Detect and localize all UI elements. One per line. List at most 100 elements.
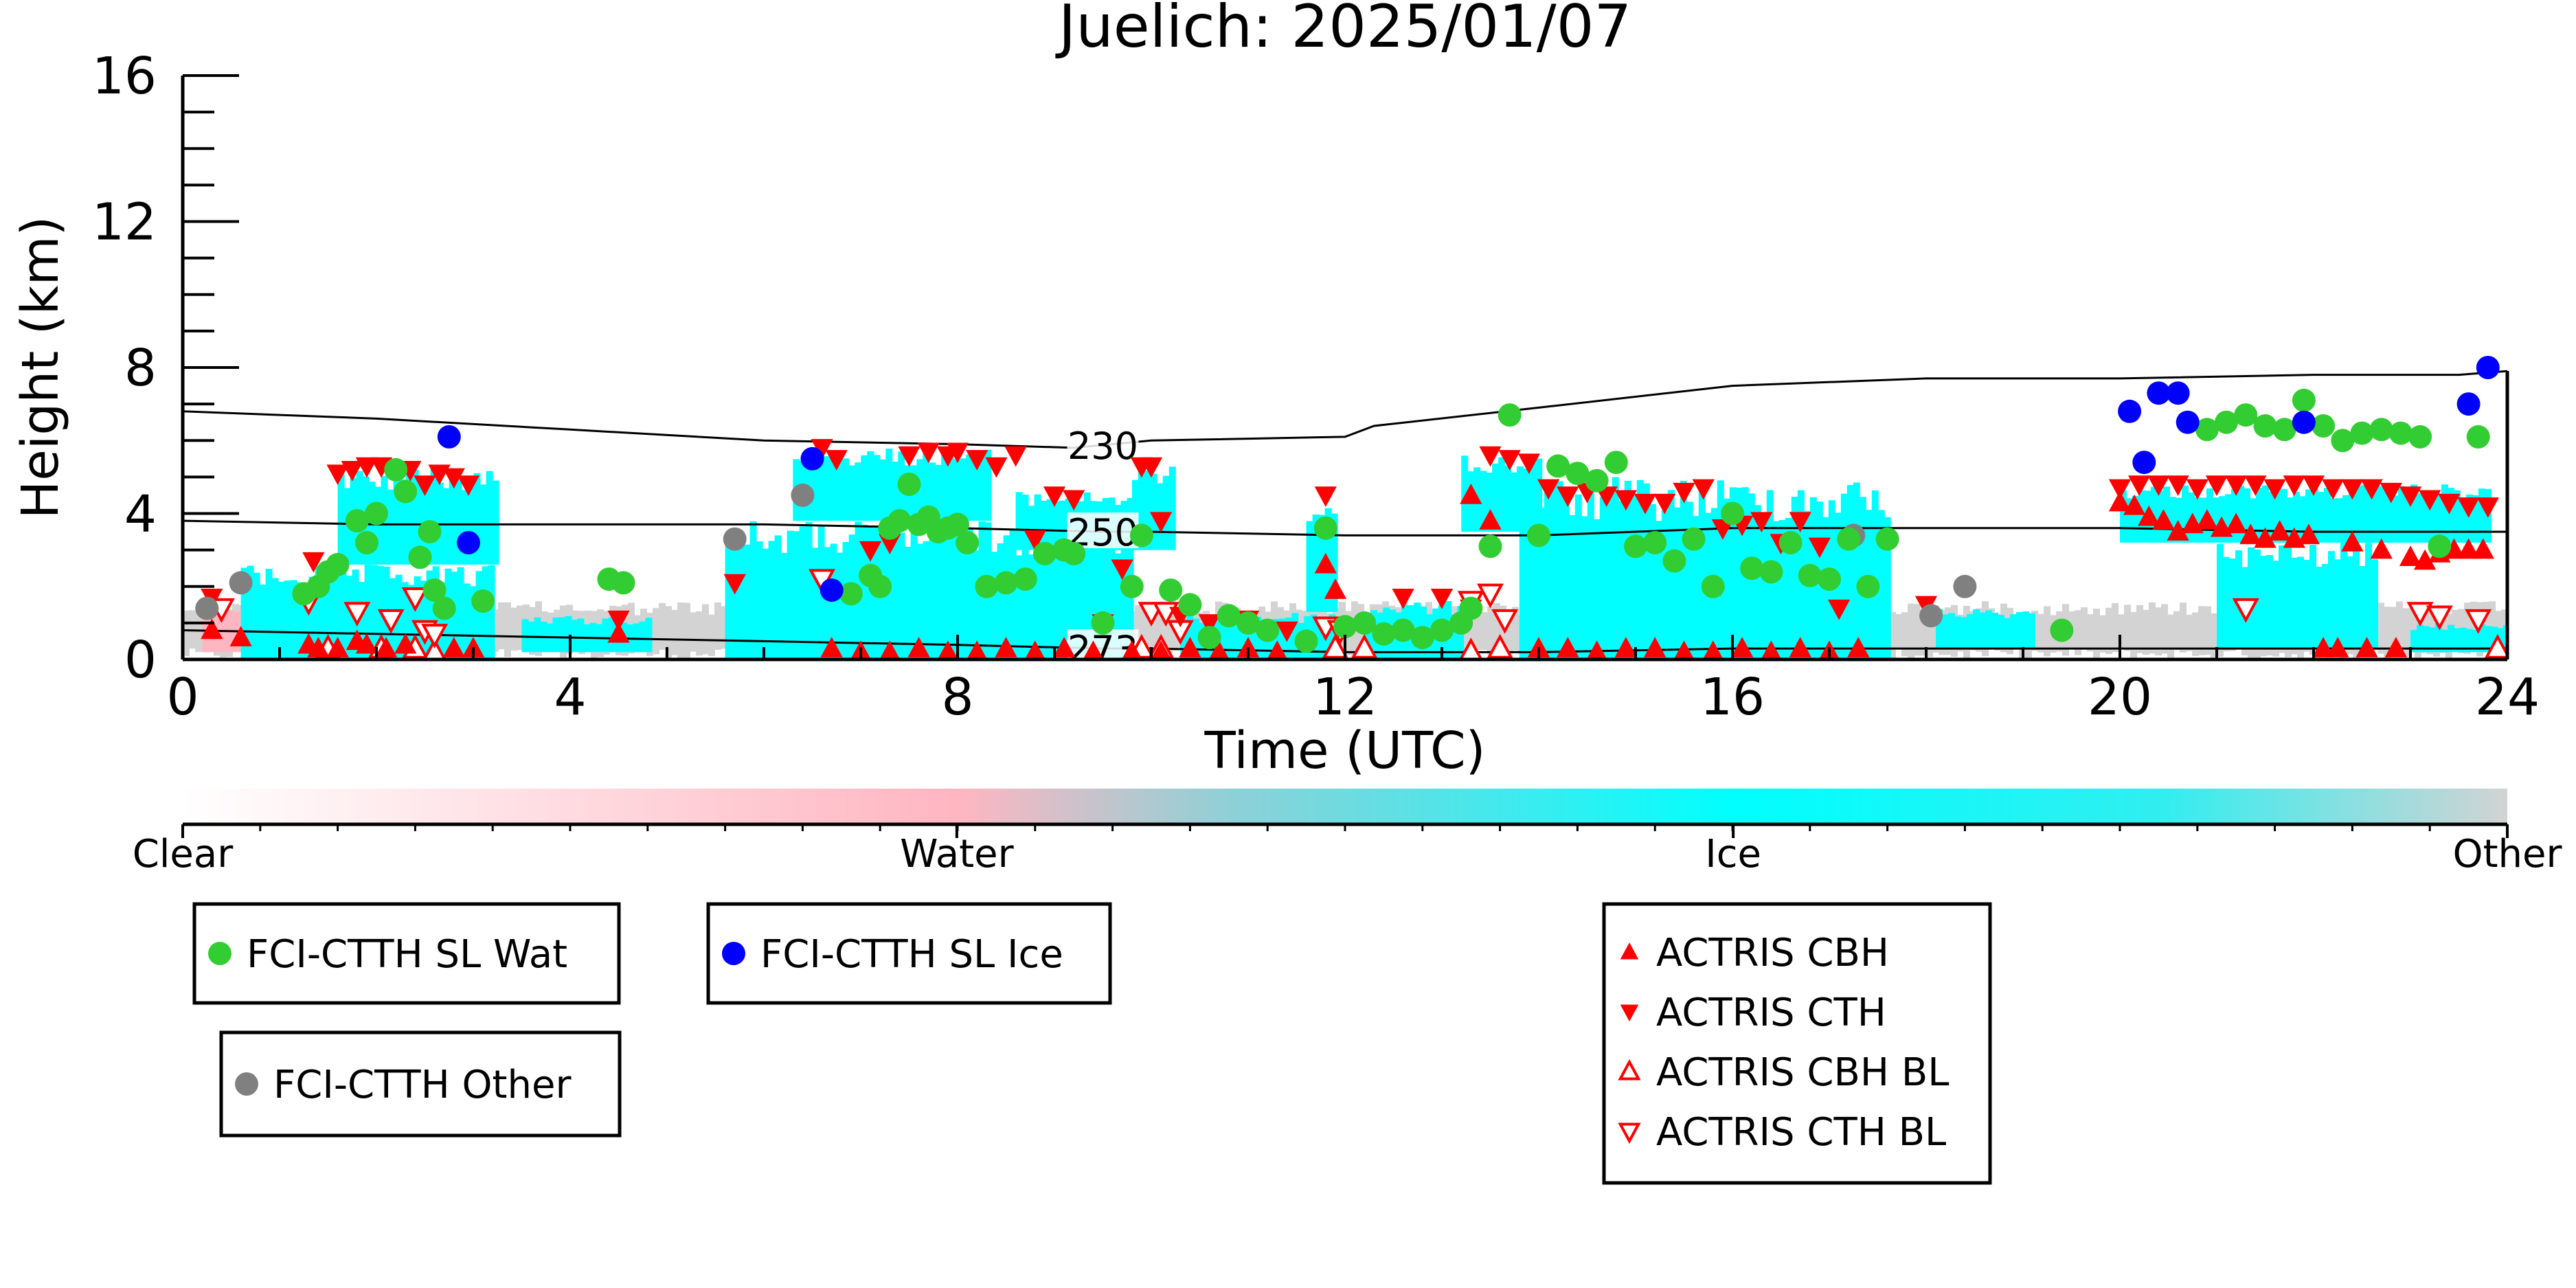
cloud-streak bbox=[492, 480, 499, 565]
data-point bbox=[195, 596, 219, 620]
cloud-streak bbox=[240, 567, 248, 659]
cloud-streak bbox=[2429, 496, 2436, 543]
data-point bbox=[2108, 490, 2132, 512]
data-point bbox=[1004, 446, 1027, 467]
cloud-streak bbox=[2305, 489, 2312, 543]
data-point bbox=[1682, 527, 1706, 551]
data-point bbox=[820, 637, 843, 657]
cloud-streak bbox=[1040, 541, 1048, 659]
cloud-streak bbox=[2417, 493, 2424, 543]
data-point bbox=[422, 578, 447, 602]
x-axis-label: Time (UTC) bbox=[1204, 721, 1485, 780]
cloud-streak bbox=[183, 610, 190, 657]
cloud-streak bbox=[327, 567, 335, 659]
cloud-streak bbox=[1052, 546, 1060, 659]
cloud-streak bbox=[1475, 609, 1482, 650]
cloud-streak bbox=[1568, 515, 1576, 659]
cloud-streak bbox=[1998, 615, 2005, 648]
cloud-streak bbox=[916, 459, 924, 521]
data-point bbox=[946, 442, 969, 464]
cloud-streak bbox=[558, 617, 566, 653]
data-point bbox=[2426, 605, 2453, 631]
data-point bbox=[1459, 596, 1483, 620]
y-tick-label: 16 bbox=[92, 47, 157, 106]
cloud-block-ice bbox=[2217, 543, 2378, 649]
data-point bbox=[2302, 475, 2325, 496]
data-point bbox=[1643, 531, 1667, 554]
cloud-streak bbox=[1273, 619, 1280, 659]
data-point bbox=[1537, 479, 1560, 500]
data-point bbox=[1875, 527, 1899, 551]
data-point bbox=[421, 624, 449, 649]
cloud-streak bbox=[1760, 519, 1767, 659]
data-point bbox=[1460, 483, 1482, 504]
cloud-streak bbox=[2454, 490, 2461, 543]
cloud-streak bbox=[346, 576, 353, 659]
legend-frame bbox=[1602, 902, 1992, 1185]
data-point bbox=[442, 468, 465, 489]
cloud-streak bbox=[2291, 557, 2298, 648]
cloud-streak bbox=[817, 453, 825, 521]
cloud-streak bbox=[2464, 602, 2471, 654]
cloud-streak bbox=[2112, 602, 2119, 653]
cloud-streak bbox=[665, 606, 672, 659]
colorbar-ticks: Clear Water Ice Other bbox=[133, 824, 2562, 877]
data-point bbox=[326, 464, 349, 486]
cloud-streak bbox=[2099, 615, 2106, 653]
cloud-streak bbox=[2211, 613, 2217, 659]
cloud-streak bbox=[1680, 480, 1687, 659]
cloud-streak bbox=[892, 534, 899, 659]
data-point bbox=[1208, 640, 1230, 659]
cloud-streak bbox=[2483, 602, 2489, 650]
cloud-streak bbox=[2143, 609, 2149, 655]
cloud-streak bbox=[1096, 523, 1103, 659]
data-point bbox=[985, 457, 1008, 478]
cloud-streak bbox=[633, 623, 640, 653]
cloud-streak bbox=[2392, 495, 2399, 543]
cloud-block-ice bbox=[725, 521, 1134, 659]
cloud-streak bbox=[2435, 623, 2442, 653]
data-point bbox=[2186, 479, 2208, 500]
data-point bbox=[2283, 475, 2305, 496]
cloud-streak bbox=[725, 543, 732, 659]
data-point bbox=[1479, 446, 1502, 467]
data-point bbox=[967, 640, 988, 659]
cloud-streak bbox=[2330, 498, 2337, 543]
data-point bbox=[937, 640, 958, 659]
cloud-streak bbox=[966, 528, 973, 659]
data-point bbox=[907, 637, 930, 657]
cloud-streak bbox=[1729, 487, 1737, 659]
cloud-streak bbox=[577, 618, 585, 653]
cloud-streak bbox=[461, 490, 468, 565]
data-point bbox=[1353, 611, 1377, 635]
legend-marker bbox=[1618, 1122, 1641, 1144]
cloud-streak bbox=[296, 582, 304, 659]
data-point bbox=[1179, 637, 1201, 657]
data-point bbox=[1313, 516, 1337, 540]
cloud-streak bbox=[1692, 516, 1699, 659]
data-point bbox=[898, 446, 920, 467]
cloud-streak bbox=[2299, 496, 2306, 543]
cloud-streak bbox=[2194, 497, 2201, 543]
legends: FCI-CTTH SL Wat FCI-CTTH SL Ice FCI-CTTH O… bbox=[192, 902, 1992, 1185]
data-point bbox=[1410, 626, 1434, 650]
cloud-streak bbox=[1469, 609, 1476, 659]
cloud-streak bbox=[1574, 494, 1582, 659]
cloud-mask-layer bbox=[183, 449, 2507, 659]
data-point bbox=[2205, 475, 2228, 496]
data-point bbox=[1430, 618, 1454, 642]
data-point bbox=[1392, 588, 1414, 609]
y-ticks: 0 4 8 12 16 bbox=[92, 47, 239, 690]
cloud-streak bbox=[510, 607, 517, 651]
cloud-streak bbox=[960, 551, 967, 659]
data-point bbox=[1837, 527, 1861, 551]
data-point bbox=[1595, 486, 1618, 507]
cloud-streak bbox=[2402, 608, 2409, 657]
cloud-streak bbox=[2167, 614, 2174, 659]
cloud-streak bbox=[1223, 615, 1231, 659]
cloud-streak bbox=[2503, 625, 2507, 653]
cloud-streak bbox=[2217, 543, 2224, 648]
cloud-streak bbox=[1889, 611, 1896, 659]
